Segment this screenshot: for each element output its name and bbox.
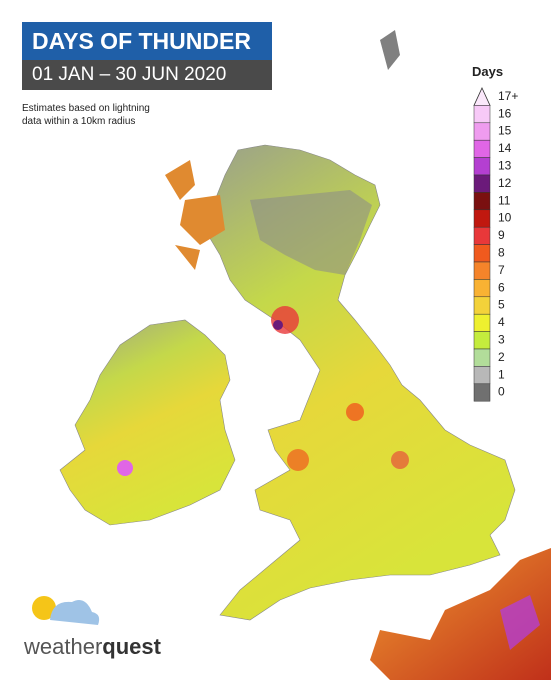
legend-swatch bbox=[473, 244, 491, 263]
logo-word: weather bbox=[24, 634, 103, 659]
shetland bbox=[380, 30, 400, 70]
logo-cloud bbox=[50, 599, 100, 625]
legend-swatch bbox=[473, 139, 491, 158]
legend-label: 15 bbox=[498, 124, 512, 138]
great-britain bbox=[204, 144, 516, 621]
legend-label: 4 bbox=[498, 315, 505, 329]
legend-label: 0 bbox=[498, 385, 505, 399]
logo-sun bbox=[32, 596, 56, 620]
legend-label: 12 bbox=[498, 176, 512, 190]
legend-swatch bbox=[473, 209, 491, 228]
legend-label: 2 bbox=[498, 350, 505, 364]
hotspot bbox=[273, 320, 283, 330]
legend-swatch bbox=[473, 348, 491, 367]
logo-word: quest bbox=[102, 634, 161, 659]
legend-swatch bbox=[473, 226, 491, 245]
hotspot bbox=[287, 449, 309, 471]
legend-swatch bbox=[473, 261, 491, 280]
note-line: data within a 10km radius bbox=[22, 116, 136, 127]
legend-swatch bbox=[473, 105, 491, 124]
islands bbox=[165, 160, 225, 270]
legend-label: 7 bbox=[498, 263, 505, 277]
date-range: 01 JAN – 30 JUN 2020 bbox=[22, 60, 272, 90]
legend-label: 10 bbox=[498, 211, 512, 225]
legend-label: 13 bbox=[498, 158, 512, 172]
legend-swatch bbox=[473, 383, 491, 402]
legend-label: 17+ bbox=[498, 89, 518, 103]
hotspot bbox=[271, 306, 299, 334]
hotspot bbox=[346, 403, 364, 421]
legend-swatch bbox=[473, 87, 491, 106]
title: DAYS OF THUNDER bbox=[22, 22, 272, 60]
ireland bbox=[59, 319, 236, 526]
legend-swatch bbox=[473, 192, 491, 211]
legend-swatch bbox=[473, 313, 491, 332]
hotspot bbox=[117, 460, 133, 476]
legend-swatch bbox=[473, 157, 491, 176]
legend-swatch bbox=[473, 296, 491, 315]
hotspot bbox=[391, 451, 409, 469]
legend-label: 8 bbox=[498, 245, 505, 259]
note: Estimates based on lightning data within… bbox=[22, 102, 150, 128]
france-hotspot bbox=[500, 595, 540, 650]
legend-label: 1 bbox=[498, 367, 505, 381]
legend-label: 9 bbox=[498, 228, 505, 242]
legend-label: 5 bbox=[498, 298, 505, 312]
legend-label: 14 bbox=[498, 141, 512, 155]
legend-swatch bbox=[473, 174, 491, 193]
legend-label: 11 bbox=[498, 193, 511, 207]
legend-label: 3 bbox=[498, 332, 505, 346]
note-line: Estimates based on lightning bbox=[22, 103, 150, 114]
scotland-grey bbox=[250, 190, 372, 275]
legend-label: 6 bbox=[498, 280, 505, 294]
legend-title: Days bbox=[472, 64, 504, 79]
legend-swatch bbox=[473, 122, 491, 141]
legend-label: 16 bbox=[498, 106, 512, 120]
legend-swatch bbox=[473, 366, 491, 385]
legend-swatch bbox=[473, 331, 491, 350]
logo: weatherquest bbox=[24, 634, 161, 660]
legend-swatch bbox=[473, 279, 491, 298]
france bbox=[370, 548, 551, 680]
